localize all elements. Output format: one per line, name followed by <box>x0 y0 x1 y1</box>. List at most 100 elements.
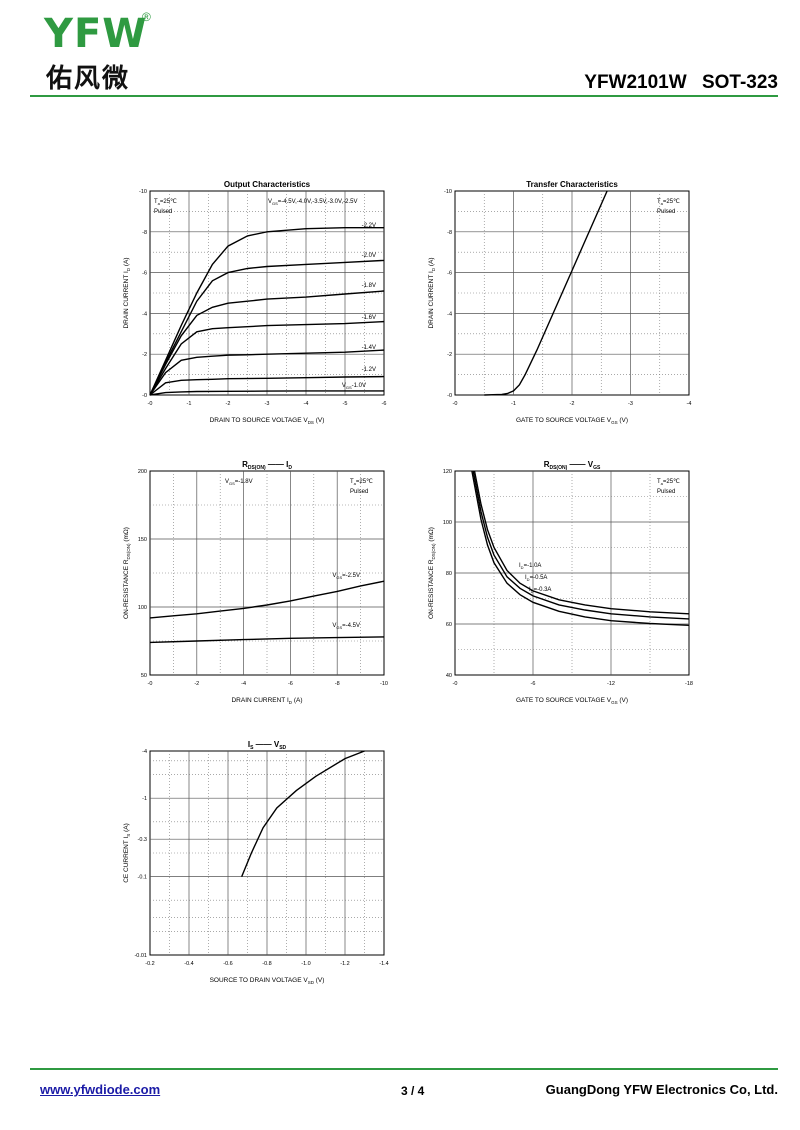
y-tick-label: 40 <box>446 673 452 679</box>
series-label: -1.4V <box>362 345 376 351</box>
x-tick-label: -6 <box>382 401 387 407</box>
chart-title: Output Characteristics <box>224 180 311 189</box>
page-number: 3 / 4 <box>401 1084 425 1098</box>
y-tick-label: 150 <box>138 537 147 543</box>
x-tick-label: -12 <box>607 681 615 687</box>
y-tick-label: -0 <box>447 393 452 399</box>
series-label: VGS=-2.5V <box>332 573 360 580</box>
series-label: -1.8V <box>362 283 376 289</box>
y-axis-label: ON-RESISTANCE RDS(ON) (mΩ) <box>428 527 436 619</box>
x-tick-label: -6 <box>531 681 536 687</box>
x-tick-label: -10 <box>380 681 388 687</box>
rds-vs-id-chart: -0 -2 -4 -6 -8 -10 50 100 150 200 RDS(ON) —— ID DRA… <box>123 460 388 705</box>
x-tick-label: -3 <box>628 401 633 407</box>
series-line <box>149 636 385 644</box>
x-tick-label: -1.0 <box>301 961 310 967</box>
is-vs-vsd-chart: -0.2 -0.4 -0.6 -0.8 -1.0 -1.2 -1.4 -0.01 -0.1 -0.… <box>123 740 389 985</box>
chart-title: RDS(ON) —— ID <box>242 460 292 471</box>
series-label: VGS=-4.5V <box>332 623 360 630</box>
rds-vs-vgs-chart: -0 -6 -12 -18 40 60 80 100 120 RDS(ON) —— VGS GATE… <box>428 460 693 705</box>
x-tick-label: -0.6 <box>223 961 232 967</box>
series-line <box>149 259 385 396</box>
series-line <box>149 580 385 619</box>
y-tick-label: -0 <box>142 393 147 399</box>
x-tick-label: -3 <box>265 401 270 407</box>
x-tick-label: -1.4 <box>379 961 388 967</box>
pulsed-note: Pulsed <box>154 209 172 215</box>
series-line <box>149 290 385 396</box>
output-characteristics-chart: -0 -1 -2 -3 -4 -5 -6 -0 -2 -4 -6 -8 -10 Output Charac… <box>123 180 387 425</box>
y-tick-label: 100 <box>138 605 147 611</box>
series-label: -2.0V <box>362 253 376 259</box>
x-tick-label: -0 <box>453 401 458 407</box>
series-line <box>149 375 385 396</box>
x-tick-label: -0.2 <box>145 961 154 967</box>
y-tick-label: 60 <box>446 622 452 628</box>
x-tick-label: -0.8 <box>262 961 271 967</box>
x-tick-label: -1.2 <box>340 961 349 967</box>
footer-divider <box>30 1068 778 1070</box>
y-tick-label: -0.1 <box>138 875 147 881</box>
series-line <box>149 390 384 396</box>
y-tick-label: -4 <box>447 311 452 317</box>
vgs-note: VGS=-1.8V <box>225 479 253 486</box>
x-tick-label: -0 <box>453 681 458 687</box>
series-label: ID=-0.5A <box>525 575 547 582</box>
x-axis-label: GATE TO SOURCE VOLTAGE VGS (V) <box>516 697 628 705</box>
series-label: -2.2V <box>362 223 376 229</box>
series-label: ID=-0.3A <box>529 587 551 594</box>
chart-title: RDS(ON) —— VGS <box>544 460 601 471</box>
part-number: YFW2101W SOT-323 <box>584 72 778 93</box>
series-label: -1.6V <box>362 315 376 321</box>
y-tick-label: -10 <box>444 189 452 195</box>
x-tick-label: -2 <box>194 681 199 687</box>
logo-chinese-text: 佑风微 <box>46 64 131 94</box>
y-tick-label: -8 <box>447 230 452 236</box>
x-axis-label: DRAIN CURRENT ID (A) <box>231 697 302 705</box>
ta-note: Ta=25℃ <box>154 199 177 206</box>
chart-title: Transfer Characteristics <box>526 180 618 189</box>
x-axis-label: GATE TO SOURCE VOLTAGE VGS (V) <box>516 417 628 425</box>
x-tick-label: -2 <box>570 401 575 407</box>
x-tick-label: -2 <box>226 401 231 407</box>
y-tick-label: -6 <box>142 271 147 277</box>
y-tick-label: -4 <box>142 749 147 755</box>
x-tick-label: -1 <box>187 401 192 407</box>
x-tick-label: -0.4 <box>184 961 193 967</box>
vgs-note: VGS=-4.5V,-4.0V,-3.5V,-3.0V,-2.5V <box>268 199 357 206</box>
transfer-characteristics-chart: -0 -1 -2 -3 -4 -0 -2 -4 -6 -8 -10 Transfer Characte… <box>428 180 692 425</box>
x-tick-label: -6 <box>288 681 293 687</box>
series-label: VGS-1.0V <box>342 383 366 390</box>
series-label: ID=-1.0A <box>519 563 541 570</box>
series-line <box>484 190 608 396</box>
x-tick-label: -4 <box>687 401 692 407</box>
series-line <box>149 349 385 396</box>
series-line <box>149 320 385 396</box>
y-tick-label: -0.3 <box>138 837 147 843</box>
x-tick-label: -0 <box>148 681 153 687</box>
company-name: GuangDong YFW Electronics Co, Ltd. <box>545 1082 778 1097</box>
y-tick-label: -2 <box>447 352 452 358</box>
ta-note: Ta=25℃ <box>657 479 680 486</box>
website-link[interactable]: www.yfwdiode.com <box>40 1082 161 1097</box>
y-axis-label: ON-RESISTANCE RDS(ON) (mΩ) <box>123 527 131 619</box>
y-axis-label: CE CURRENT IS (A) <box>123 823 131 883</box>
y-tick-label: 100 <box>443 520 452 526</box>
registered-mark: ® <box>142 10 151 24</box>
series-line <box>473 470 690 615</box>
y-tick-label: -10 <box>139 189 147 195</box>
company-logo: YFW ® 佑风微 <box>36 10 166 94</box>
series-line <box>472 470 690 620</box>
pulsed-note: Pulsed <box>657 209 675 215</box>
x-tick-label: -4 <box>241 681 246 687</box>
x-axis-label: DRAIN TO SOURCE VOLTAGE VDS (V) <box>210 417 325 425</box>
x-tick-label: -1 <box>511 401 516 407</box>
y-tick-label: 120 <box>443 469 452 475</box>
series-line <box>471 470 690 626</box>
x-tick-label: -8 <box>335 681 340 687</box>
y-tick-label: 80 <box>446 571 452 577</box>
y-tick-label: -1 <box>142 796 147 802</box>
series-label: -1.2V <box>362 367 376 373</box>
y-tick-label: -6 <box>447 271 452 277</box>
y-tick-label: 50 <box>141 673 147 679</box>
